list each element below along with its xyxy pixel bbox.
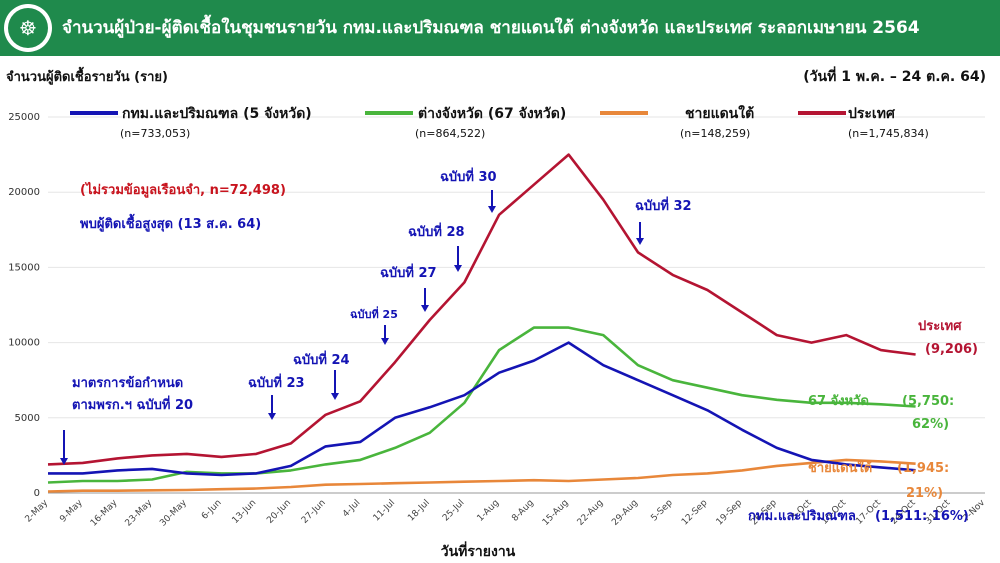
end-label-country: ประเทศ: [918, 319, 962, 334]
end-label-south-value: (1,945:: [897, 461, 949, 476]
announcement-label: ฉบับที่ 24: [293, 350, 350, 368]
note-excl-prison: (ไม่รวมข้อมูลเรือนจำ, n=72,498): [80, 181, 286, 198]
x-tick-label: 12-Sep: [680, 498, 710, 528]
y-tick-label: 15000: [8, 262, 40, 273]
x-tick-label: 18-Jul: [406, 498, 432, 524]
y-tick-label: 10000: [8, 338, 40, 349]
x-tick-label: 2-May: [24, 498, 51, 525]
page-title: จำนวนผู้ป่วย-ผู้ติดเชื้อในชุมชนรายวัน กท…: [62, 18, 920, 38]
x-tick-label: 29-Aug: [610, 498, 640, 528]
x-tick-label: 9-May: [58, 498, 85, 525]
x-tick-label: 27-Jun: [300, 498, 328, 526]
end-label-south-pct: 21%): [906, 486, 943, 501]
x-tick-label: 5-Sep: [649, 498, 675, 524]
chart-annotations: (ไม่รวมข้อมูลเรือนจำ, n=72,498) พบผู้ติดเ…: [60, 167, 692, 465]
x-tick-label: 4-Jul: [341, 498, 362, 519]
end-label-south: ชายแดนใต้: [808, 459, 872, 476]
x-tick-label: 11-Jul: [372, 498, 398, 524]
x-tick-label: 8-Aug: [510, 498, 536, 524]
legend-count: (n=733,053): [120, 127, 190, 140]
header-bar: ☸ จำนวนผู้ป่วย-ผู้ติดเชื้อในชุมชนรายวัน …: [0, 0, 1000, 56]
announcement-arrowhead: [268, 413, 276, 420]
x-tick-label: 23-May: [124, 498, 155, 529]
announcement-label: ฉบับที่ 30: [440, 167, 497, 185]
y-tick-label: 20000: [8, 187, 40, 198]
series-line: [47, 326, 916, 484]
x-tick-label: 20-Jun: [265, 498, 293, 526]
x-tick-label: 15-Aug: [541, 498, 571, 528]
legend-count: (n=148,259): [680, 127, 750, 140]
end-label-upc-value: (5,750:: [902, 394, 954, 409]
announcement-label: ฉบับที่ 27: [380, 263, 437, 281]
announcement-label: มาตรการข้อกำหนด: [72, 375, 183, 391]
x-tick-label: 6-Jun: [200, 498, 224, 522]
x-tick-label: 13-Jun: [231, 498, 259, 526]
announcement-arrowhead: [421, 305, 429, 312]
chart-legend: กทม.และปริมณฑล (5 จังหวัด) (n=733,053) ต่า…: [70, 104, 929, 140]
x-axis-label: วันที่รายงาน: [441, 541, 516, 560]
announcement-label: ตามพรก.ฯ ฉบับที่ 20: [72, 395, 193, 413]
chart-end-labels: ประเทศ (9,206) 67 จังหวัด (5,750: 62%) ชายแดน…: [748, 319, 978, 524]
end-label-bkk: กทม.และปริมณฑล: [748, 509, 856, 524]
end-label-upc: 67 จังหวัด: [808, 394, 869, 409]
announcement-label: ฉบับที่ 25: [350, 306, 398, 321]
legend-count: (n=1,745,834): [848, 127, 929, 140]
x-tick-label: 25-Jul: [441, 498, 467, 524]
x-tick-label: 22-Aug: [576, 498, 606, 528]
chart-subtitle: จำนวนผู้ติดเชื้อรายวัน (ราย): [6, 70, 168, 85]
series-line: [48, 341, 916, 477]
end-label-country-value: (9,206): [925, 342, 978, 357]
x-tick-label: 16-May: [89, 498, 120, 529]
y-tick-label: 25000: [8, 112, 40, 123]
end-label-bkk-value: (1,511: 16%): [875, 509, 969, 524]
series-line: [47, 153, 916, 466]
announcement-arrowhead: [60, 458, 68, 465]
y-tick-label: 0: [34, 488, 40, 499]
x-tick-label: 19-Sep: [715, 498, 745, 528]
end-label-upc-pct: 62%): [912, 417, 949, 432]
announcement-arrowhead: [454, 265, 462, 272]
announcement-arrowhead: [488, 206, 496, 213]
legend-label: ชายแดนใต้: [685, 104, 754, 122]
moph-logo-icon: ☸: [4, 4, 52, 52]
legend-label: ต่างจังหวัด (67 จังหวัด): [418, 106, 566, 122]
announcement-arrowhead: [636, 238, 644, 245]
note-peak: พบผู้ติดเชื้อสูงสุด (13 ส.ค. 64): [80, 213, 261, 232]
chart-grid: [48, 116, 985, 494]
legend-count: (n=864,522): [415, 127, 485, 140]
announcement-label: ฉบับที่ 23: [248, 373, 305, 391]
series-line: [47, 458, 916, 493]
legend-label: ประเทศ: [848, 106, 896, 122]
x-tick-label: 1-Aug: [476, 498, 502, 524]
announcement-arrowhead: [381, 338, 389, 345]
date-range: (วันที่ 1 พ.ค. – 24 ต.ค. 64): [803, 69, 986, 85]
legend-label: กทม.และปริมณฑล (5 จังหวัด): [122, 106, 312, 122]
announcement-label: ฉบับที่ 28: [408, 222, 465, 240]
chart-lines: [47, 153, 916, 493]
announcement-label: ฉบับที่ 32: [635, 196, 692, 214]
announcement-arrowhead: [331, 393, 339, 400]
x-tick-label: 30-May: [158, 498, 189, 529]
y-tick-label: 5000: [15, 413, 40, 424]
